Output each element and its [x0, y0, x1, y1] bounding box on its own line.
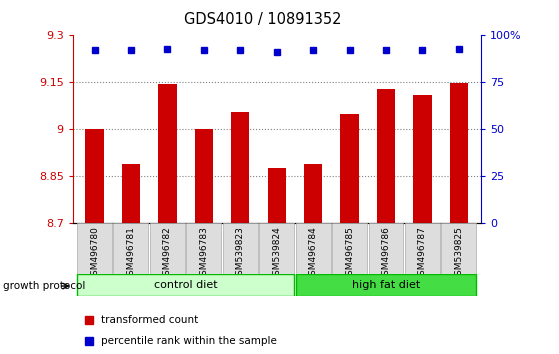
Bar	[259, 223, 294, 274]
Text: high fat diet: high fat diet	[352, 280, 420, 290]
Text: GSM539823: GSM539823	[236, 227, 245, 281]
Text: GSM496782: GSM496782	[163, 227, 172, 281]
Bar	[368, 223, 404, 274]
Text: GSM496781: GSM496781	[126, 227, 135, 281]
Text: GSM539824: GSM539824	[272, 227, 281, 281]
Bar	[450, 83, 468, 223]
Bar	[195, 129, 213, 223]
Bar	[442, 223, 476, 274]
Bar	[340, 114, 359, 223]
Text: GSM496785: GSM496785	[345, 227, 354, 281]
Bar	[304, 164, 322, 223]
Text: GSM539825: GSM539825	[454, 227, 463, 281]
Bar	[150, 223, 185, 274]
Bar	[158, 84, 177, 223]
Text: GSM496786: GSM496786	[381, 227, 391, 281]
Bar	[77, 274, 294, 296]
Text: growth protocol: growth protocol	[3, 281, 85, 291]
Text: percentile rank within the sample: percentile rank within the sample	[101, 336, 277, 346]
Bar	[405, 223, 440, 274]
Text: GDS4010 / 10891352: GDS4010 / 10891352	[184, 12, 342, 27]
Text: transformed count: transformed count	[101, 315, 198, 325]
Bar	[113, 223, 149, 274]
Text: GSM496787: GSM496787	[418, 227, 427, 281]
Text: GSM496784: GSM496784	[309, 227, 318, 281]
Bar	[377, 88, 395, 223]
Bar	[122, 164, 140, 223]
Text: GSM496783: GSM496783	[200, 227, 209, 281]
Bar	[77, 223, 112, 274]
Text: control diet: control diet	[154, 280, 217, 290]
Bar	[86, 129, 103, 223]
Bar	[268, 168, 286, 223]
Bar	[231, 112, 249, 223]
Text: GSM496780: GSM496780	[90, 227, 99, 281]
Bar	[296, 223, 330, 274]
Bar	[223, 223, 258, 274]
Bar	[332, 223, 367, 274]
Bar	[413, 95, 432, 223]
Bar	[296, 274, 476, 296]
Bar	[186, 223, 221, 274]
